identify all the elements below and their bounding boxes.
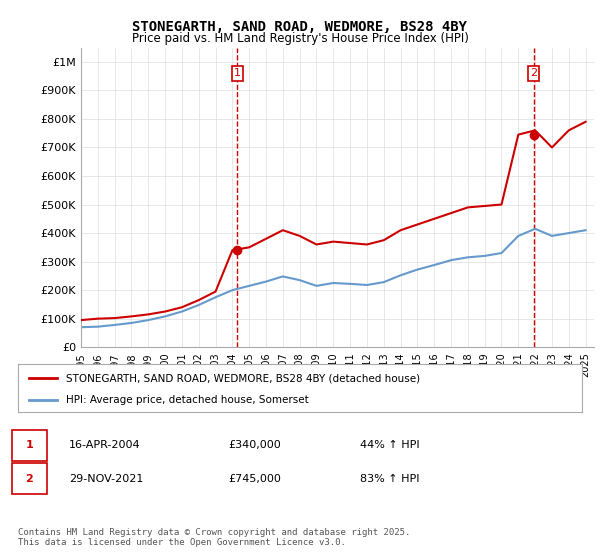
Text: Contains HM Land Registry data © Crown copyright and database right 2025.
This d: Contains HM Land Registry data © Crown c… (18, 528, 410, 547)
Text: 83% ↑ HPI: 83% ↑ HPI (360, 474, 419, 484)
Text: 2: 2 (530, 68, 537, 78)
Text: 29-NOV-2021: 29-NOV-2021 (69, 474, 143, 484)
Text: £340,000: £340,000 (228, 440, 281, 450)
Text: HPI: Average price, detached house, Somerset: HPI: Average price, detached house, Some… (66, 395, 308, 405)
Text: 1: 1 (26, 440, 33, 450)
Text: 2: 2 (26, 474, 33, 484)
Text: 1: 1 (234, 68, 241, 78)
Text: STONEGARTH, SAND ROAD, WEDMORE, BS28 4BY: STONEGARTH, SAND ROAD, WEDMORE, BS28 4BY (133, 20, 467, 34)
Text: STONEGARTH, SAND ROAD, WEDMORE, BS28 4BY (detached house): STONEGARTH, SAND ROAD, WEDMORE, BS28 4BY… (66, 374, 420, 383)
Text: £745,000: £745,000 (228, 474, 281, 484)
Text: Price paid vs. HM Land Registry's House Price Index (HPI): Price paid vs. HM Land Registry's House … (131, 32, 469, 45)
Text: 16-APR-2004: 16-APR-2004 (69, 440, 140, 450)
Text: 44% ↑ HPI: 44% ↑ HPI (360, 440, 419, 450)
